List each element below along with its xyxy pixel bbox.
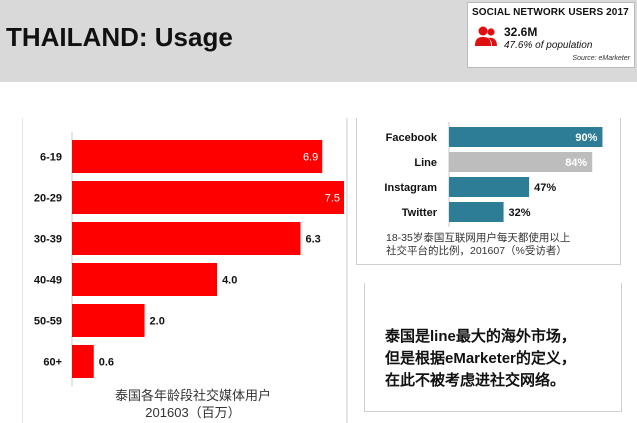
platform-bar bbox=[449, 152, 593, 172]
note-line1: 泰国是line最大的海外市场， bbox=[385, 328, 576, 345]
social-users-source: Source: eMarketer bbox=[572, 55, 630, 62]
people-icon bbox=[475, 26, 497, 46]
platform-bar bbox=[449, 177, 530, 197]
age-category-label: 30-39 bbox=[34, 234, 62, 246]
age-bar bbox=[72, 181, 344, 214]
platform-chart-caption-line2: 社交平台的比例，201607（%受访者） bbox=[386, 245, 567, 257]
age-category-label: 40-49 bbox=[34, 275, 62, 287]
age-value-label: 0.6 bbox=[99, 357, 114, 369]
platform-value-label: 47% bbox=[534, 182, 556, 194]
age-category-label: 6-19 bbox=[40, 152, 62, 164]
age-chart-caption-line1: 泰国各年龄段社交媒体用户 bbox=[114, 388, 271, 403]
note-box bbox=[364, 283, 622, 412]
platform-category-label: Facebook bbox=[386, 132, 438, 144]
age-chart-caption-line2: 201603（百万） bbox=[145, 405, 241, 420]
age-value-label: 7.5 bbox=[325, 193, 340, 205]
age-category-label: 20-29 bbox=[34, 193, 62, 205]
social-users-count: 32.6M bbox=[504, 25, 538, 39]
platform-category-label: Instagram bbox=[384, 182, 437, 194]
age-category-label: 60+ bbox=[43, 357, 62, 369]
age-bar bbox=[72, 304, 145, 337]
age-value-label: 4.0 bbox=[222, 275, 237, 287]
social-users-title: SOCIAL NETWORK USERS 2017 bbox=[472, 7, 629, 18]
platform-bar-chart: Facebook 90% Line 84% Instagram 47% Twitter 32% bbox=[357, 118, 620, 264]
age-bar-chart: 6-19 6.9 20-29 7.5 30-39 6.3 40-49 4.0 50-59 2.0 6… bbox=[22, 118, 348, 423]
age-category-label: 50-59 bbox=[34, 316, 62, 328]
platform-category-label: Twitter bbox=[402, 207, 438, 219]
platform-chart-caption: 18-35岁泰国互联网用户每天都使用以上 社交平台的比例，201607（%受访者… bbox=[386, 232, 606, 258]
age-bar bbox=[72, 263, 218, 296]
note-line2: 但是根据eMarketer的定义， bbox=[385, 350, 576, 367]
social-users-percent: 47.6% of population bbox=[504, 40, 593, 51]
age-value-label: 6.3 bbox=[305, 234, 320, 246]
platform-value-label: 90% bbox=[575, 132, 597, 144]
age-value-label: 2.0 bbox=[150, 316, 165, 328]
platform-bar bbox=[449, 127, 603, 147]
platform-chart-panel: Facebook 90% Line 84% Instagram 47% Twitter 32% bbox=[356, 118, 621, 265]
age-chart-caption: 泰国各年龄段社交媒体用户 201603（百万） bbox=[88, 387, 298, 421]
platform-value-label: 32% bbox=[509, 207, 531, 219]
age-chart-panel: 6-19 6.9 20-29 7.5 30-39 6.3 40-49 4.0 50-59 2.0 6… bbox=[22, 118, 348, 423]
platform-chart-caption-line1: 18-35岁泰国互联网用户每天都使用以上 bbox=[386, 232, 571, 244]
note-line3: 在此不被考虑进社交网络。 bbox=[385, 372, 566, 389]
platform-bar bbox=[449, 202, 504, 222]
page-title: THAILAND: Usage bbox=[6, 22, 233, 52]
age-bar bbox=[72, 140, 323, 173]
note-text: 泰国是line最大的海外市场， 但是根据eMarketer的定义， 在此不被考虑… bbox=[385, 326, 625, 392]
age-bar bbox=[72, 222, 301, 255]
platform-category-label: Line bbox=[414, 157, 437, 169]
age-bar bbox=[72, 345, 94, 378]
platform-value-label: 84% bbox=[565, 157, 587, 169]
social-users-box: SOCIAL NETWORK USERS 2017 32.6M 47.6% of… bbox=[467, 2, 635, 68]
age-value-label: 6.9 bbox=[303, 152, 318, 164]
